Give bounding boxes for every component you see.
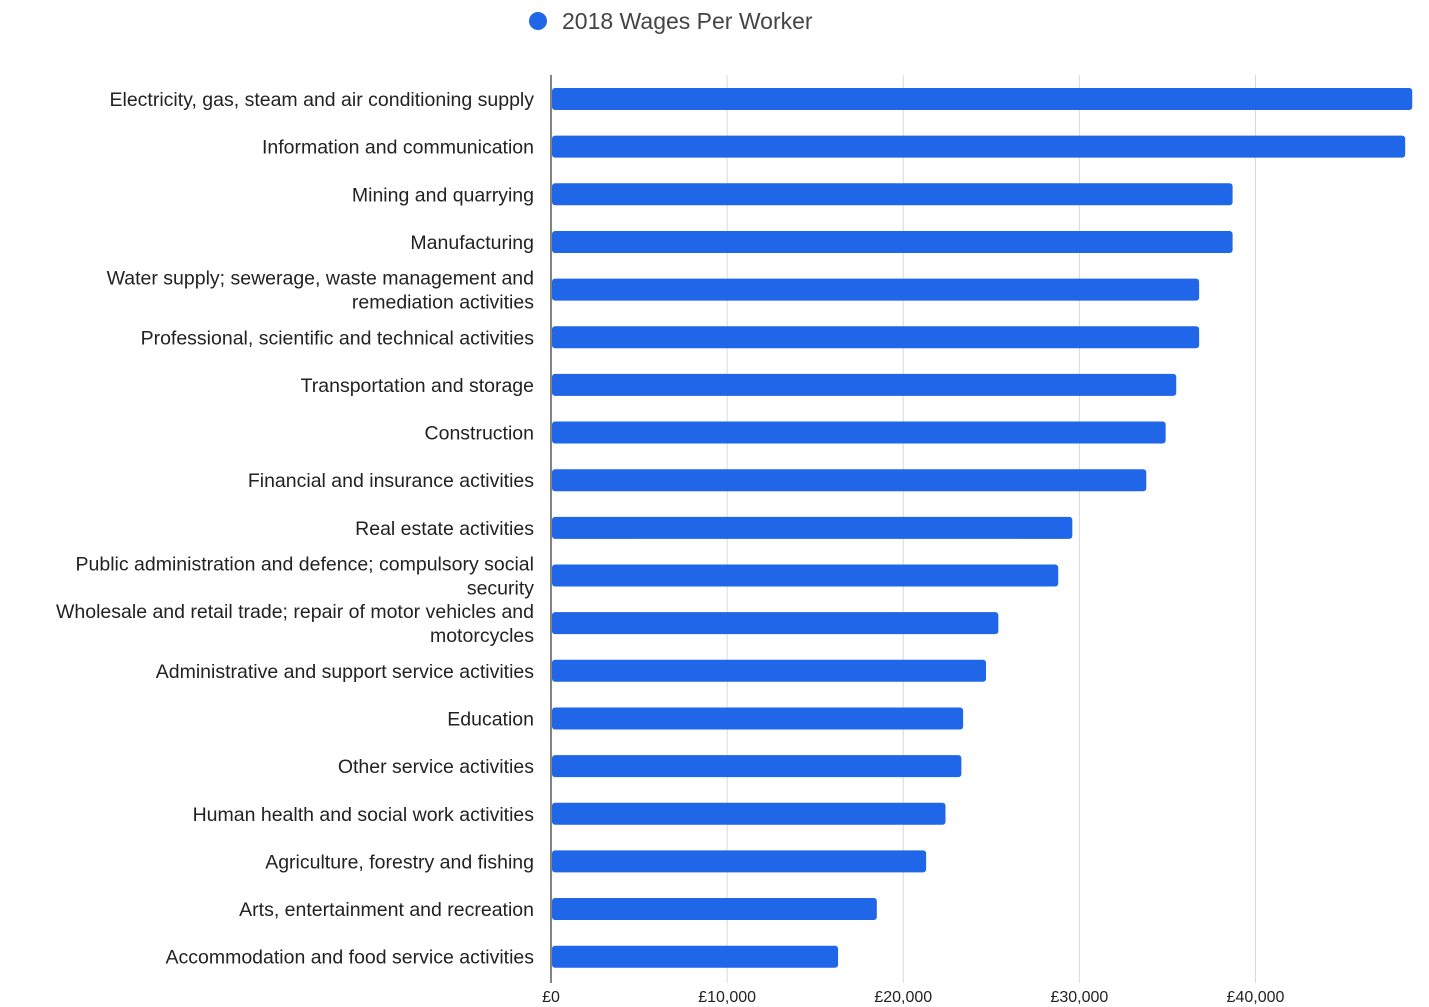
bar <box>552 421 1166 444</box>
x-tick-label: £20,000 <box>874 989 932 1006</box>
bar <box>552 755 962 778</box>
bar <box>552 707 964 730</box>
legend-label: 2018 Wages Per Worker <box>562 8 813 34</box>
bar <box>552 945 839 968</box>
bar <box>552 659 987 682</box>
category-label: Administrative and support service activ… <box>156 661 534 683</box>
category-label: Information and communication <box>262 137 534 159</box>
category-label: Financial and insurance activities <box>248 470 534 492</box>
category-label: Agriculture, forestry and fishing <box>265 851 534 873</box>
category-label: Accommodation and food service activitie… <box>165 947 534 969</box>
category-label: Professional, scientific and technical a… <box>141 327 535 349</box>
category-label: motorcycles <box>430 625 534 647</box>
bar <box>552 373 1177 396</box>
x-axis-ticks: £0 £10,000 £20,000 £30,000 £40,000 <box>542 989 1284 1006</box>
category-label: Mining and quarrying <box>352 184 534 206</box>
bar <box>552 135 1406 158</box>
legend: 2018 Wages Per Worker <box>529 8 813 34</box>
category-label: remediation activities <box>352 292 534 314</box>
bar <box>552 850 927 873</box>
category-label: Other service activities <box>338 756 534 778</box>
category-label: Real estate activities <box>355 518 534 540</box>
category-label: Public administration and defence; compu… <box>76 554 535 576</box>
bar <box>552 88 1413 110</box>
x-tick-label: £0 <box>542 989 560 1006</box>
category-label: Human health and social work activities <box>193 804 535 826</box>
x-tick-label: £30,000 <box>1050 989 1108 1006</box>
x-tick-label: £10,000 <box>698 989 756 1006</box>
bar <box>552 564 1059 587</box>
category-label: Electricity, gas, steam and air conditio… <box>109 89 534 111</box>
category-labels: Electricity, gas, steam and air conditio… <box>56 89 534 969</box>
category-label: security <box>467 578 534 600</box>
bar <box>552 230 1233 253</box>
bar <box>552 278 1200 301</box>
category-label: Transportation and storage <box>301 375 534 397</box>
category-label: Construction <box>425 423 534 445</box>
bar <box>552 469 1147 492</box>
bar <box>552 612 999 635</box>
bar <box>552 802 946 825</box>
category-label: Education <box>447 708 534 730</box>
bar <box>552 516 1073 539</box>
category-label: Arts, entertainment and recreation <box>239 899 534 921</box>
category-label: Water supply; sewerage, waste management… <box>107 268 534 290</box>
bar <box>552 183 1233 206</box>
bar <box>552 898 877 921</box>
legend-marker <box>529 12 547 30</box>
x-tick-label: £40,000 <box>1227 989 1285 1006</box>
bars <box>552 88 1413 968</box>
category-label: Manufacturing <box>410 232 534 254</box>
bar <box>552 326 1200 349</box>
category-label: Wholesale and retail trade; repair of mo… <box>56 601 534 623</box>
